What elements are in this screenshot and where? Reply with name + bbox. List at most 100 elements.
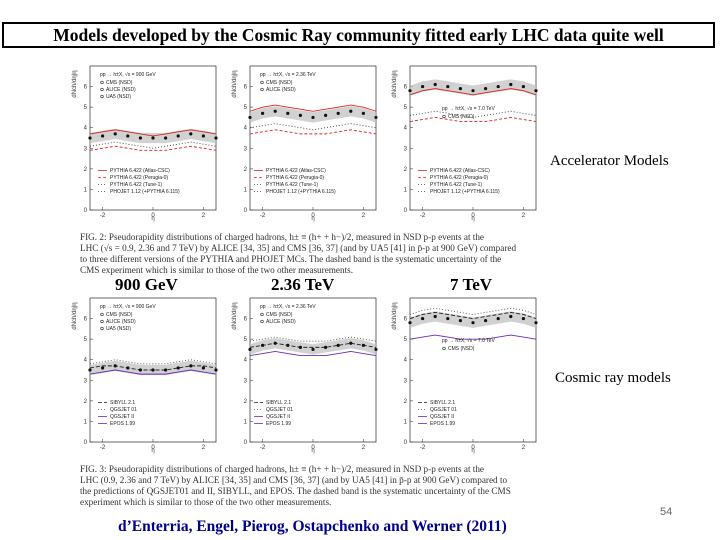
y-tick-label: 3 — [404, 146, 408, 152]
y-tick-label: 4 — [244, 358, 248, 364]
data-point — [214, 136, 218, 140]
data-point — [286, 343, 290, 347]
plot-panel: 0 1 2 3 4 5 6 -2 0 2 η dNch/dη|η pp → h±X, √s = 2.36… — [230, 292, 382, 454]
model-curve — [409, 116, 537, 122]
data-point — [214, 368, 218, 372]
data-point — [496, 316, 500, 321]
x-tick-label: -2 — [260, 445, 266, 451]
data-point — [176, 134, 180, 138]
data-point — [433, 314, 437, 319]
energy-label-900gev: 900 GeV — [115, 275, 178, 294]
data-point — [446, 84, 450, 89]
legend-entry: ALICE (NSD) — [106, 87, 136, 93]
y-axis-label: dNch/dη|η — [72, 302, 78, 329]
legend-entry: PHOJET 1.12 (+PYTHIA 6.115) — [266, 189, 336, 195]
data-point — [458, 319, 462, 323]
legend-marker — [442, 114, 446, 119]
data-point — [521, 316, 525, 321]
x-tick-label: 2 — [522, 445, 526, 451]
x-tick-label: -2 — [260, 213, 266, 219]
data-point — [324, 345, 328, 349]
data-point — [408, 321, 412, 325]
data-point — [458, 87, 462, 91]
x-tick-label: 0 — [151, 445, 155, 451]
y-tick-label: 5 — [404, 105, 408, 111]
y-tick-label: 0 — [404, 440, 408, 446]
y-tick-label: 6 — [84, 85, 88, 91]
data-point — [311, 347, 315, 352]
legend-entry: PYTHIA 6.422 (Atlas-CSC) — [266, 168, 326, 174]
plot-svg: 0 1 2 3 4 5 6 -2 0 2 η dNch/dη|η pp → h±X, √s = 7.0 … — [392, 65, 538, 222]
data-point — [298, 345, 302, 349]
y-tick-label: 1 — [404, 187, 408, 193]
data-point — [101, 134, 105, 138]
legend-entry: QGSJET II — [430, 414, 454, 420]
x-tick-label: -2 — [100, 213, 106, 219]
data-point — [374, 347, 378, 352]
legend-entry: QGSJET 01 — [430, 407, 457, 413]
y-tick-label: 5 — [84, 105, 88, 111]
legend-entry: CMS (NSD) — [448, 114, 475, 120]
y-tick-label: 3 — [404, 378, 408, 384]
figure-caption: FIG. 2: Pseudorapidity distributions of … — [80, 232, 540, 276]
data-point — [151, 136, 155, 140]
legend-entry: PYTHIA 6.422 (Perugia-0) — [430, 175, 488, 181]
systematic-band — [250, 338, 376, 355]
y-tick-label: 2 — [244, 399, 248, 405]
legend-marker — [100, 319, 104, 324]
data-point — [189, 132, 193, 136]
y-tick-label: 6 — [84, 317, 88, 323]
x-tick-label: 0 — [311, 213, 315, 219]
data-point — [336, 343, 340, 347]
data-point — [261, 343, 265, 347]
data-point — [421, 316, 425, 321]
legend-entry: ALICE (NSD) — [266, 87, 296, 93]
legend-entry: UA5 (NSD) — [106, 326, 131, 332]
data-point — [189, 364, 193, 368]
y-tick-label: 4 — [404, 126, 408, 132]
data-point — [324, 113, 328, 117]
y-tick-label: 5 — [84, 337, 88, 343]
plot-svg: 0 1 2 3 4 5 6 -2 0 2 η dNch/dη|η pp → h±X, √s = 7.0 … — [392, 297, 538, 454]
data-point — [126, 134, 130, 138]
x-tick-label: -2 — [420, 213, 426, 219]
slide-title: Models developed by the Cosmic Ray commu… — [2, 22, 715, 48]
model-curve — [249, 342, 377, 348]
energy-label-7tev: 7 TeV — [450, 275, 493, 294]
data-point — [273, 109, 277, 113]
data-point — [408, 89, 412, 93]
caption-line: the predictions of QGSJET01 and II, SIBY… — [80, 486, 511, 496]
data-point — [101, 366, 105, 370]
systematic-band — [410, 79, 536, 96]
data-point — [248, 347, 252, 352]
systematic-band — [250, 106, 376, 123]
y-tick-label: 0 — [84, 440, 88, 446]
y-tick-label: 5 — [244, 337, 248, 343]
legend-entry: EPOS 1.99 — [110, 421, 135, 427]
caption-line: LHC (0.9, 2.36 and 7 TeV) by ALICE [34, … — [80, 475, 508, 485]
x-tick-label: -2 — [100, 445, 106, 451]
data-point — [496, 84, 500, 89]
legend-entry: CMS (NSD) — [266, 312, 293, 318]
y-tick-label: 4 — [84, 358, 88, 364]
plot-panel: 0 1 2 3 4 5 6 -2 0 2 η dNch/dη|η pp → h±X, √s = 2.36… — [230, 60, 382, 222]
data-point — [126, 366, 130, 370]
y-tick-label: 3 — [84, 378, 88, 384]
x-axis-label: η — [311, 448, 314, 454]
data-point — [298, 113, 302, 117]
data-point — [361, 111, 365, 115]
y-tick-label: 0 — [404, 208, 408, 214]
legend-entry: CMS (NSD) — [266, 80, 293, 86]
y-tick-label: 2 — [404, 399, 408, 405]
data-point — [286, 111, 290, 115]
plot-svg: 0 1 2 3 4 5 6 -2 0 2 η dNch/dη|η pp → h±X, √s = 900 … — [72, 65, 218, 222]
systematic-band — [410, 311, 536, 328]
legend-entry: CMS (NSD) — [106, 312, 133, 318]
y-tick-label: 1 — [244, 187, 248, 193]
x-axis-label: η — [471, 448, 474, 454]
model-curve — [249, 351, 377, 357]
y-tick-label: 5 — [244, 105, 248, 111]
legend-marker — [260, 80, 264, 85]
y-tick-label: 3 — [84, 146, 88, 152]
data-point — [176, 366, 180, 370]
